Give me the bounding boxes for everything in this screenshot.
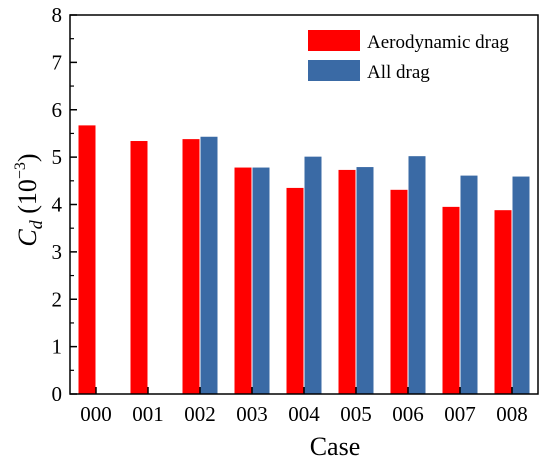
bar-aerodynamic-003 — [234, 167, 252, 394]
legend-label-aerodynamic: Aerodynamic drag — [367, 32, 509, 53]
y-tick-label: 8 — [52, 3, 63, 27]
y-axis-title-subscript: d — [26, 219, 46, 229]
bar-aerodynamic-008 — [494, 210, 512, 394]
y-tick-label: 6 — [52, 98, 63, 122]
y-tick-label: 2 — [52, 287, 63, 311]
x-axis-title: Case — [310, 432, 361, 461]
y-axis-title-symbol: C — [13, 229, 42, 247]
legend-swatch-aerodynamic — [308, 30, 360, 51]
bar-aerodynamic-006 — [390, 189, 408, 394]
x-tick-label: 003 — [236, 402, 268, 426]
bar-aerodynamic-001 — [130, 141, 148, 394]
bar-aerodynamic-000 — [78, 125, 96, 394]
legend-label-all: All drag — [367, 62, 430, 83]
y-tick-label: 5 — [52, 145, 63, 169]
x-tick-label: 007 — [444, 402, 476, 426]
bar-all-005 — [356, 167, 374, 394]
x-tick-label: 004 — [288, 402, 320, 426]
y-axis-title-exponent: −3 — [12, 162, 29, 179]
y-tick-label: 4 — [52, 193, 63, 217]
y-axis-title-close: ) — [13, 153, 42, 162]
y-tick-label: 7 — [52, 50, 63, 74]
y-tick-label: 0 — [52, 382, 63, 406]
x-tick-label: 006 — [392, 402, 424, 426]
y-tick-label: 1 — [52, 335, 63, 359]
x-tick-label: 001 — [132, 402, 164, 426]
x-tick-label: 008 — [496, 402, 528, 426]
y-axis-title: Cd (10−3) — [12, 153, 46, 246]
ticks-layer: 0 1 2 3 4 5 6 7 8 000 001 002 003 004 005 006 007 008 — [52, 3, 528, 426]
x-tick-label: 000 — [80, 402, 112, 426]
bar-aerodynamic-004 — [286, 187, 304, 394]
x-tick-label: 005 — [340, 402, 372, 426]
bar-aerodynamic-005 — [338, 169, 356, 394]
legend-swatch-all — [308, 60, 360, 81]
bar-all-002 — [200, 136, 218, 394]
bars-layer — [78, 125, 530, 394]
bar-all-006 — [408, 156, 426, 394]
bar-all-008 — [512, 176, 530, 394]
x-tick-label: 002 — [184, 402, 216, 426]
bar-all-004 — [304, 156, 322, 394]
y-axis-title-unit: (10 — [13, 179, 42, 220]
y-tick-label: 3 — [52, 240, 63, 264]
bar-aerodynamic-007 — [442, 206, 460, 394]
bar-all-007 — [460, 175, 478, 394]
bar-aerodynamic-002 — [182, 139, 200, 394]
legend: Aerodynamic drag All drag — [308, 30, 509, 83]
bar-all-003 — [252, 167, 270, 394]
